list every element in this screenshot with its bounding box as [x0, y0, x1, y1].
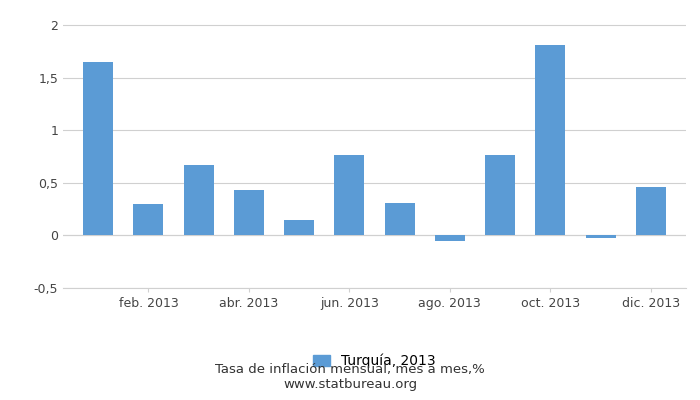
Bar [384, 203, 414, 236]
Bar [435, 236, 465, 241]
Bar [133, 204, 164, 236]
Bar [234, 190, 264, 236]
Bar [485, 154, 515, 236]
Bar [335, 154, 365, 236]
Bar [585, 236, 616, 238]
Text: Tasa de inflación mensual, mes a mes,%: Tasa de inflación mensual, mes a mes,% [215, 364, 485, 376]
Text: www.statbureau.org: www.statbureau.org [283, 378, 417, 391]
Bar [636, 187, 666, 236]
Legend: Turquía, 2013: Turquía, 2013 [314, 354, 435, 368]
Bar [83, 62, 113, 236]
Bar [284, 220, 314, 236]
Bar [536, 45, 566, 236]
Bar [183, 165, 214, 236]
